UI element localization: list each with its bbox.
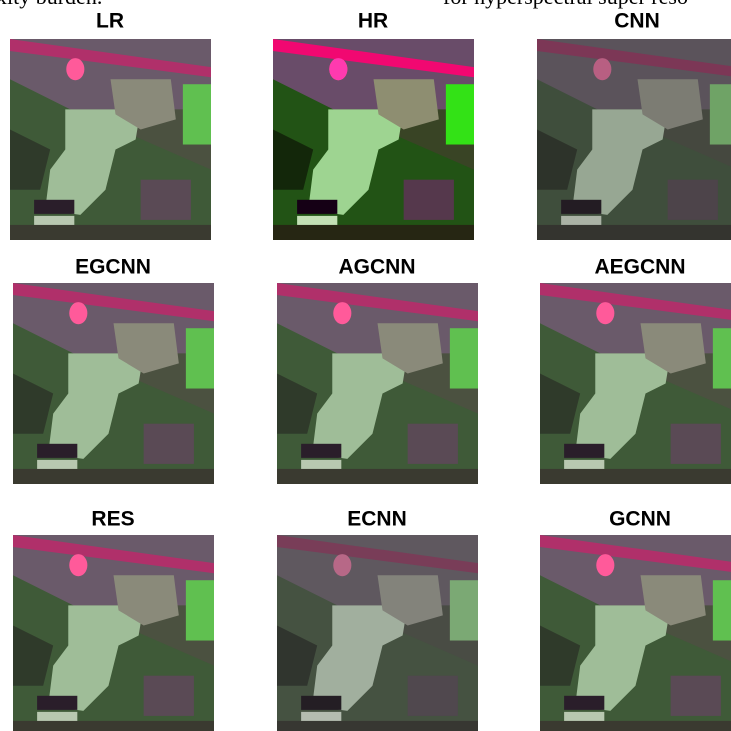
panel-label: HR	[358, 10, 388, 33]
panel-image	[277, 283, 478, 484]
panel-image	[10, 39, 211, 240]
panel-image	[277, 535, 478, 731]
panel-image	[273, 39, 474, 240]
panel-label: AGCNN	[339, 256, 416, 279]
panel-image	[13, 283, 214, 484]
header-right: for hyperspectral super reso	[443, 0, 688, 9]
panel-label: EGCNN	[75, 256, 151, 279]
panel-label: RES	[91, 508, 134, 531]
panel-image	[540, 535, 731, 731]
panel-image	[540, 283, 731, 484]
panel-label: GCNN	[609, 508, 671, 531]
panel-image	[537, 39, 731, 240]
header-left: xity burden.	[0, 0, 102, 9]
panel-label: AEGCNN	[594, 256, 685, 279]
panel-image	[13, 535, 214, 731]
panel-label: ECNN	[347, 508, 407, 531]
panel-label: CNN	[614, 10, 660, 33]
panel-label: LR	[96, 10, 124, 33]
